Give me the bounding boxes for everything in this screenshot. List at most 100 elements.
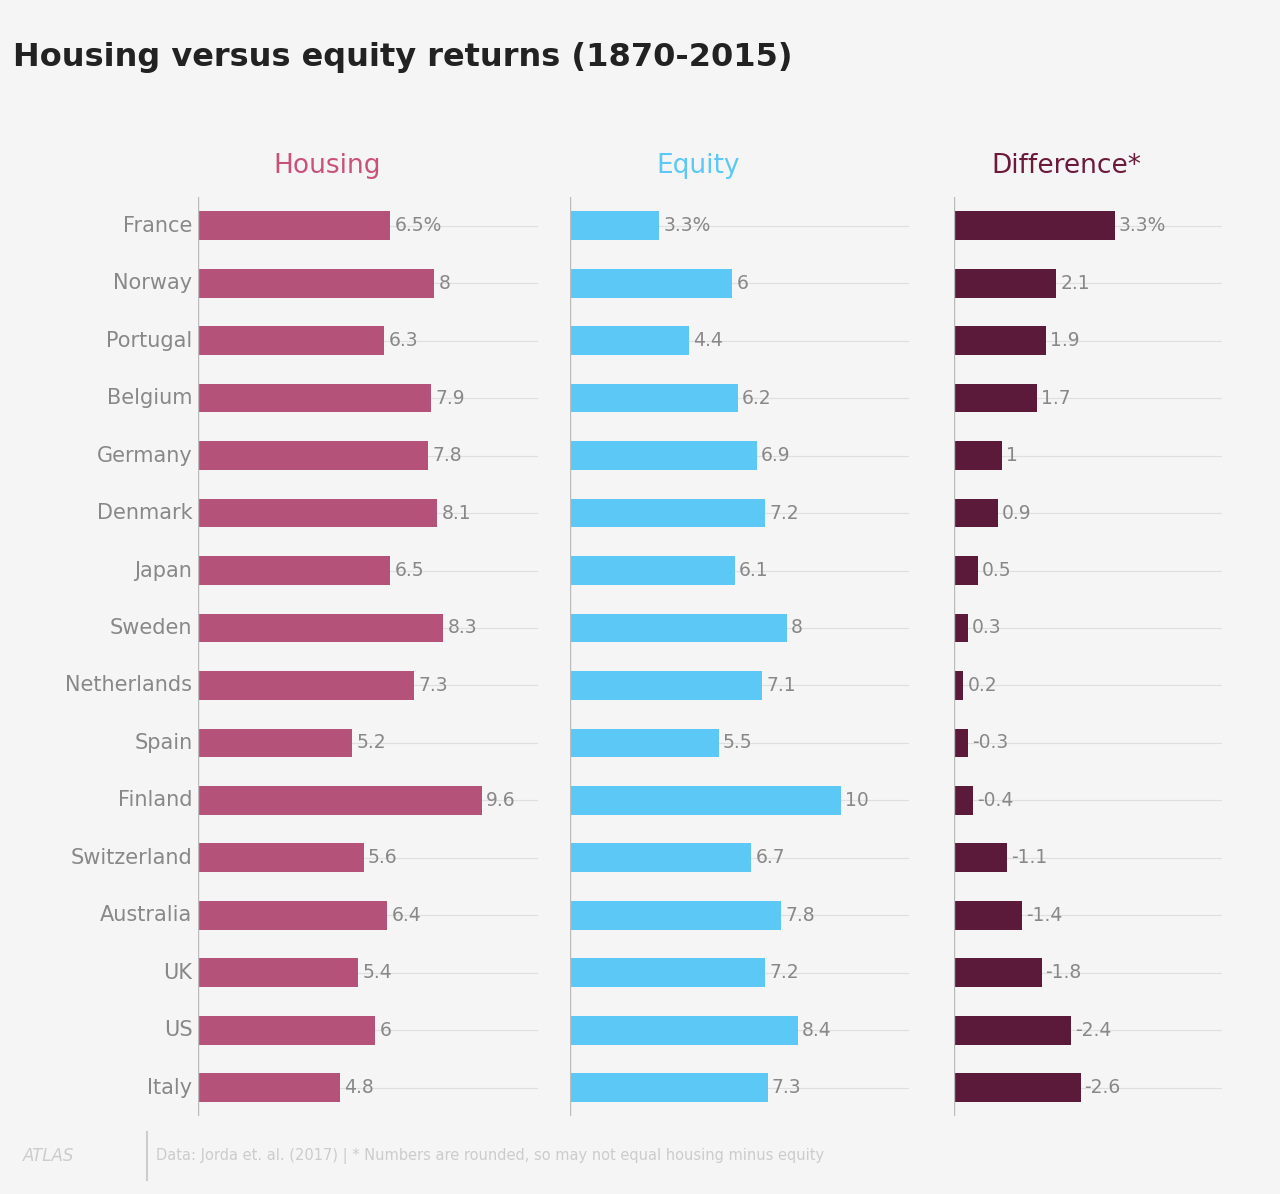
Bar	[198, 556, 390, 585]
Text: 9.6: 9.6	[486, 790, 516, 810]
Text: 5.4: 5.4	[362, 964, 392, 983]
Text: 10: 10	[845, 790, 869, 810]
Text: 7.8: 7.8	[433, 447, 462, 466]
Text: 1: 1	[1006, 447, 1019, 466]
Bar	[570, 211, 659, 240]
Text: Spain: Spain	[134, 733, 192, 753]
Text: Housing versus equity returns (1870-2015): Housing versus equity returns (1870-2015…	[13, 42, 792, 73]
Text: Finland: Finland	[118, 790, 192, 811]
Bar	[198, 211, 390, 240]
Text: -0.3: -0.3	[973, 733, 1009, 752]
Text: 1.9: 1.9	[1051, 331, 1080, 350]
Bar	[570, 959, 765, 987]
Bar	[954, 843, 1007, 872]
Bar	[570, 556, 735, 585]
Bar	[198, 786, 481, 814]
Bar	[954, 1073, 1080, 1102]
Text: 6.2: 6.2	[742, 388, 772, 407]
Bar	[570, 442, 756, 470]
Bar	[954, 671, 964, 700]
Text: Germany: Germany	[97, 445, 192, 466]
Bar	[198, 959, 357, 987]
Text: 0.5: 0.5	[982, 561, 1011, 580]
Bar	[570, 671, 763, 700]
Text: Australia: Australia	[100, 905, 192, 925]
Text: Housing: Housing	[274, 153, 381, 179]
Text: Belgium: Belgium	[108, 388, 192, 408]
Bar	[570, 901, 781, 930]
Bar	[954, 499, 997, 528]
Text: France: France	[123, 216, 192, 235]
Text: Sweden: Sweden	[110, 618, 192, 638]
Text: 6.3: 6.3	[389, 331, 419, 350]
Text: -1.8: -1.8	[1046, 964, 1082, 983]
Text: 7.1: 7.1	[767, 676, 796, 695]
Bar	[570, 326, 689, 355]
Bar	[198, 614, 443, 642]
Text: 6.4: 6.4	[392, 906, 421, 925]
Text: -0.4: -0.4	[977, 790, 1014, 810]
Text: 2.1: 2.1	[1060, 273, 1089, 293]
Bar	[954, 211, 1115, 240]
Text: 5.6: 5.6	[369, 848, 398, 867]
Bar	[570, 383, 737, 412]
Text: Norway: Norway	[114, 273, 192, 294]
Bar	[198, 326, 384, 355]
Text: 7.2: 7.2	[769, 964, 799, 983]
Text: Denmark: Denmark	[97, 503, 192, 523]
Text: 6: 6	[380, 1021, 392, 1040]
Text: ATLAS: ATLAS	[23, 1146, 74, 1165]
Bar	[954, 901, 1021, 930]
Bar	[570, 728, 719, 757]
Text: 0.2: 0.2	[968, 676, 997, 695]
Bar	[570, 1016, 797, 1045]
Text: 3.3%: 3.3%	[1119, 216, 1166, 235]
Text: -1.4: -1.4	[1027, 906, 1062, 925]
Bar	[954, 786, 973, 814]
Bar	[198, 671, 413, 700]
Bar	[198, 1016, 375, 1045]
Text: Japan: Japan	[134, 560, 192, 580]
Text: 1.7: 1.7	[1041, 388, 1070, 407]
Text: 6.5%: 6.5%	[394, 216, 442, 235]
Text: Netherlands: Netherlands	[65, 676, 192, 695]
Text: 6: 6	[736, 273, 749, 293]
Text: -2.6: -2.6	[1084, 1078, 1121, 1097]
Text: -2.4: -2.4	[1075, 1021, 1111, 1040]
Text: 7.8: 7.8	[786, 906, 815, 925]
Text: 5.2: 5.2	[356, 733, 385, 752]
Text: Equity: Equity	[657, 153, 740, 179]
Bar	[198, 383, 431, 412]
Text: 7.3: 7.3	[772, 1078, 801, 1097]
Bar	[954, 1016, 1071, 1045]
Bar	[570, 499, 765, 528]
Text: Portugal: Portugal	[106, 331, 192, 351]
Text: 8: 8	[791, 618, 803, 638]
Text: Italy: Italy	[147, 1078, 192, 1097]
Bar	[954, 614, 968, 642]
Bar	[570, 843, 751, 872]
Text: 0.3: 0.3	[973, 618, 1002, 638]
Bar	[954, 326, 1047, 355]
Text: 8: 8	[439, 273, 451, 293]
Text: -1.1: -1.1	[1011, 848, 1047, 867]
Text: Switzerland: Switzerland	[70, 848, 192, 868]
Bar	[570, 614, 787, 642]
Bar	[570, 786, 841, 814]
Text: 7.3: 7.3	[419, 676, 448, 695]
Bar	[954, 556, 978, 585]
Text: 4.4: 4.4	[692, 331, 723, 350]
Bar	[954, 442, 1002, 470]
Bar	[198, 269, 434, 297]
Bar	[198, 843, 364, 872]
Text: 5.5: 5.5	[723, 733, 753, 752]
Text: 0.9: 0.9	[1001, 504, 1032, 523]
Text: 6.1: 6.1	[740, 561, 769, 580]
Bar	[954, 383, 1037, 412]
Text: Data: Jorda et. al. (2017) | * Numbers are rounded, so may not equal housing min: Data: Jorda et. al. (2017) | * Numbers a…	[156, 1147, 824, 1164]
Text: 8.4: 8.4	[801, 1021, 832, 1040]
Bar	[570, 1073, 768, 1102]
Bar	[570, 269, 732, 297]
Text: UK: UK	[164, 962, 192, 983]
Bar	[954, 269, 1056, 297]
